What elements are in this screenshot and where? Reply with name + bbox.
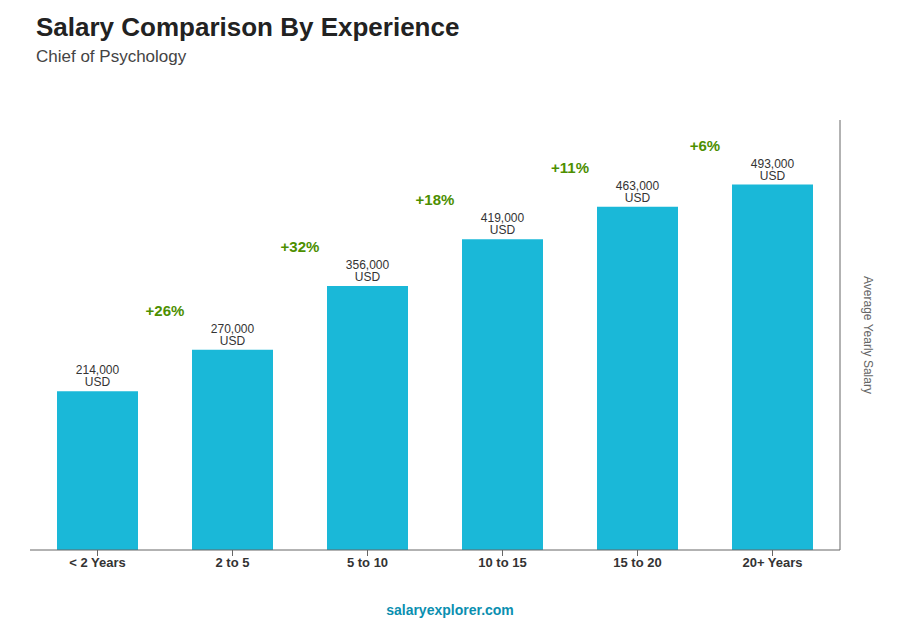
svg-text:2 to 5: 2 to 5 xyxy=(216,555,250,570)
svg-text:419,000USD: 419,000USD xyxy=(481,211,525,237)
svg-text:5 to 10: 5 to 10 xyxy=(347,555,388,570)
svg-text:Average Yearly Salary: Average Yearly Salary xyxy=(861,276,875,394)
svg-text:+11%: +11% xyxy=(551,159,589,176)
svg-text:+32%: +32% xyxy=(281,238,320,255)
svg-text:20+ Years: 20+ Years xyxy=(742,555,802,570)
svg-text:< 2 Years: < 2 Years xyxy=(69,555,126,570)
html-text:salaryexplorer.com: salaryexplorer.com xyxy=(386,602,514,618)
svg-text:356,000USD: 356,000USD xyxy=(346,258,390,284)
svg-text:493,000USD: 493,000USD xyxy=(751,157,795,183)
html-text:Chief of Psychology: Chief of Psychology xyxy=(36,47,187,66)
svg-text:10 to 15: 10 to 15 xyxy=(478,555,526,570)
svg-text:270,000USD: 270,000USD xyxy=(211,322,255,348)
html-text:Salary Comparison By Experienc: Salary Comparison By Experience xyxy=(36,12,460,42)
svg-text:+18%: +18% xyxy=(416,191,455,208)
svg-text:+6%: +6% xyxy=(690,137,720,154)
svg-text:+26%: +26% xyxy=(146,302,185,319)
svg-text:463,000USD: 463,000USD xyxy=(616,179,660,205)
svg-text:214,000USD: 214,000USD xyxy=(76,363,120,389)
svg-text:15 to 20: 15 to 20 xyxy=(613,555,661,570)
